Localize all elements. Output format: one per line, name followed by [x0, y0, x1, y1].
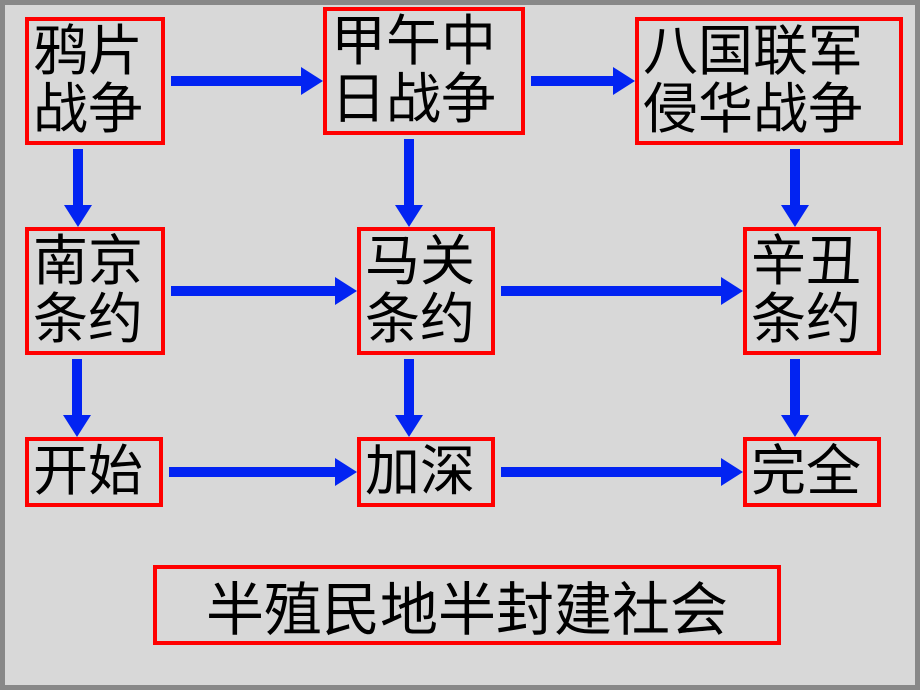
arrow-2-shaft: [171, 286, 335, 296]
arrow-0-head: [301, 67, 323, 95]
arrow-0-shaft: [171, 76, 301, 86]
arrow-7-head: [395, 205, 423, 227]
arrow-10-shaft: [404, 359, 414, 415]
node-r1c1: 鸦片 战争: [25, 17, 165, 145]
arrow-5-head: [721, 458, 743, 486]
arrow-6-shaft: [73, 149, 83, 205]
arrow-9-shaft: [72, 359, 82, 415]
arrow-11-head: [781, 415, 809, 437]
node-r1c3: 八国联军 侵华战争: [635, 17, 903, 145]
caption: 半殖民地半封建社会: [153, 565, 781, 645]
node-r1c2: 甲午中 日战争: [323, 7, 525, 135]
node-r2c2: 马关 条约: [357, 227, 495, 355]
arrow-5-shaft: [501, 467, 721, 477]
arrow-11-shaft: [790, 359, 800, 415]
arrow-2-head: [335, 277, 357, 305]
node-r3c2: 加深: [357, 437, 495, 507]
arrow-7-shaft: [404, 139, 414, 205]
arrow-9-head: [63, 415, 91, 437]
arrow-6-head: [64, 205, 92, 227]
diagram-canvas: 鸦片 战争 甲午中 日战争八国联军 侵华战争南京 条约 马关 条约 辛丑 条约开始 加深…: [0, 0, 920, 690]
arrow-8-head: [781, 205, 809, 227]
arrow-4-shaft: [169, 467, 335, 477]
arrow-10-head: [395, 415, 423, 437]
arrow-8-shaft: [790, 149, 800, 205]
arrow-1-head: [613, 67, 635, 95]
arrow-1-shaft: [531, 76, 613, 86]
arrow-3-shaft: [501, 286, 721, 296]
node-r3c3: 完全: [743, 437, 881, 507]
node-r2c3: 辛丑 条约: [743, 227, 881, 355]
arrow-3-head: [721, 277, 743, 305]
arrow-4-head: [335, 458, 357, 486]
node-r2c1: 南京 条约: [25, 227, 165, 355]
node-r3c1: 开始: [25, 437, 163, 507]
